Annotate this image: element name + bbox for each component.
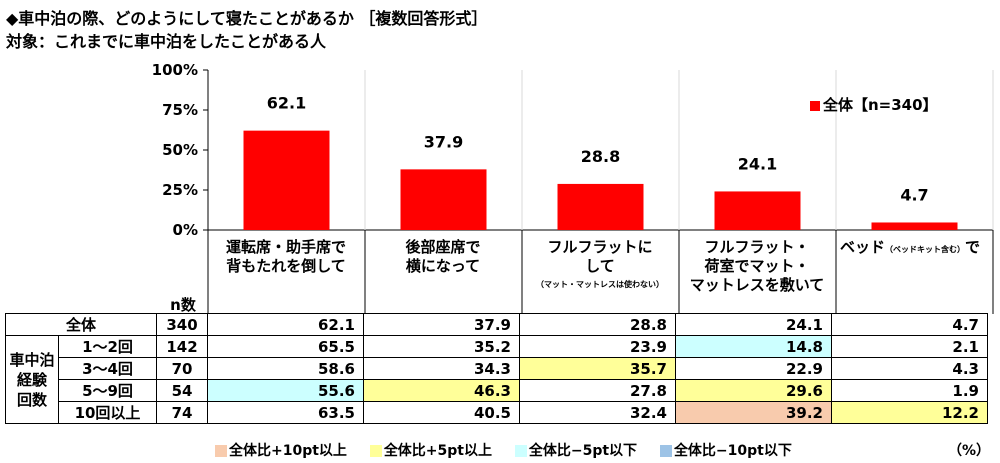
- value-cell: 2.1: [831, 335, 988, 358]
- row-label: 3～4回: [58, 357, 157, 380]
- value-cell: 35.7: [519, 357, 676, 380]
- value-cell: 22.9: [675, 357, 832, 380]
- row-label: 全体: [5, 313, 157, 336]
- bar-4: [714, 191, 801, 230]
- n-cell: 70: [156, 357, 208, 380]
- value-cell: 28.8: [519, 313, 676, 336]
- n-cell: 54: [156, 379, 208, 402]
- value-cell: 1.9: [831, 379, 988, 402]
- data-label-4: 24.1: [738, 154, 777, 173]
- row-label: 10回以上: [58, 401, 157, 424]
- value-cell: 4.3: [831, 357, 988, 380]
- data-table: 全体 340 62.1 37.9 28.8 24.1 4.7 車中泊 経験 回数 1～2回 142 65…: [5, 313, 988, 424]
- value-cell: 29.6: [675, 379, 832, 402]
- legend-minus5: 全体比−5pt以下: [514, 440, 637, 460]
- value-cell: 34.3: [363, 357, 520, 380]
- table-row: 3～4回 70 58.6 34.3 35.7 22.9 4.3: [6, 357, 988, 380]
- n-cell: 74: [156, 401, 208, 424]
- bar-1: [243, 130, 330, 230]
- value-cell: 62.1: [207, 313, 364, 336]
- legend-plus5: 全体比+5pt以上: [369, 440, 492, 460]
- value-cell: 37.9: [363, 313, 520, 336]
- value-cell: 39.2: [675, 401, 832, 424]
- y-tick-label: 100%: [152, 61, 198, 79]
- value-cell: 63.5: [207, 401, 364, 424]
- value-cell: 58.6: [207, 357, 364, 380]
- table-row: 車中泊 経験 回数 1～2回 142 65.5 35.2 23.9 14.8 2.1: [5, 335, 988, 424]
- value-cell: 40.5: [363, 401, 520, 424]
- n-cell: 340: [156, 313, 208, 336]
- value-cell: 14.8: [675, 335, 832, 358]
- value-cell: 35.2: [363, 335, 520, 358]
- category-label-3: フルフラットに して （マット・マットレスは使わない）: [522, 238, 678, 291]
- value-cell: 46.3: [363, 379, 520, 402]
- unit-label: （%）: [948, 443, 991, 459]
- highlight-legend: 全体比+10pt以上 全体比+5pt以上 全体比−5pt以下 全体比−10pt以…: [215, 440, 810, 460]
- category-label-4: フルフラット・ 荷室でマット・ マットレスを敷いて: [689, 238, 825, 294]
- chart-legend: 全体【n=340】: [810, 94, 938, 115]
- legend-minus10: 全体比−10pt以下: [659, 440, 792, 460]
- category-label-1: 運転席・助手席で 背もたれを倒して: [225, 238, 346, 275]
- data-label-3: 28.8: [581, 147, 620, 166]
- chart-subtitle: 対象：これまでに車中泊をしたことがある人: [6, 32, 327, 51]
- legend-label: 全体【n=340】: [823, 96, 938, 114]
- bar-5: [871, 222, 958, 230]
- chart-title: ◆車中泊の際、どのようにして寝たことがあるか ［複数回答形式］: [6, 9, 488, 28]
- value-cell: 23.9: [519, 335, 676, 358]
- y-tick-label: 50%: [162, 141, 198, 159]
- data-label-5: 4.7: [900, 185, 928, 204]
- data-label-2: 37.9: [424, 132, 463, 151]
- value-cell: 32.4: [519, 401, 676, 424]
- n-cell: 142: [156, 335, 208, 358]
- value-cell: 55.6: [207, 379, 364, 402]
- value-cell: 24.1: [675, 313, 832, 336]
- row-label: 5～9回: [58, 379, 157, 402]
- table-row: 全体 340 62.1 37.9 28.8 24.1 4.7: [5, 313, 988, 336]
- value-cell: 4.7: [831, 313, 988, 336]
- legend-plus10: 全体比+10pt以上: [215, 440, 347, 460]
- y-tick-label: 0%: [173, 221, 198, 239]
- table-row: 5～9回 54 55.6 46.3 27.8 29.6 1.9: [6, 379, 988, 402]
- y-tick-label: 25%: [162, 181, 198, 199]
- category-label-5: ベッド（ベッドキット含む）で: [840, 238, 981, 256]
- value-cell: 65.5: [207, 335, 364, 358]
- n-header: n数: [170, 296, 196, 314]
- data-label-1: 62.1: [267, 94, 306, 113]
- group-label: 車中泊 経験 回数: [5, 335, 59, 424]
- value-cell: 12.2: [831, 401, 988, 424]
- row-label: 1～2回: [58, 335, 157, 358]
- value-cell: 27.8: [519, 379, 676, 402]
- table-row: 10回以上 74 63.5 40.5 32.4 39.2 12.2: [6, 401, 988, 424]
- bar-2: [400, 169, 487, 230]
- bar-3: [557, 183, 644, 230]
- y-tick-label: 75%: [162, 101, 198, 119]
- category-note-3: （マット・マットレスは使わない）: [536, 280, 664, 289]
- category-label-2: 後部座席で 横になって: [405, 238, 481, 275]
- legend-swatch: [810, 100, 820, 111]
